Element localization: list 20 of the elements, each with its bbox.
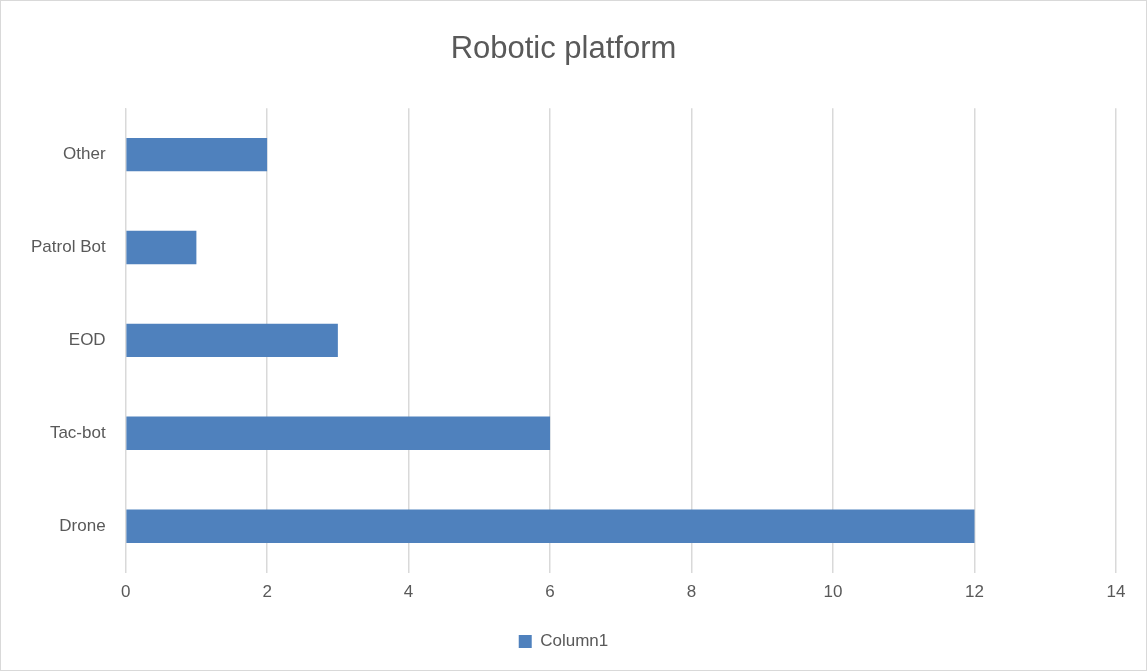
- y-tick-label: Patrol Bot: [30, 237, 106, 257]
- x-tick-label: 12: [965, 582, 984, 602]
- x-tick-label: 8: [686, 582, 697, 602]
- bar: [126, 416, 551, 450]
- x-tick-label: 10: [823, 582, 843, 602]
- bar: [126, 509, 975, 543]
- x-tick-label: 4: [403, 582, 414, 602]
- bar: [126, 230, 197, 265]
- x-tick-label: 2: [262, 582, 272, 602]
- y-tick-label: Tac-bot: [49, 422, 106, 442]
- x-tick-label: 6: [545, 582, 555, 602]
- bar: [126, 137, 268, 172]
- chart-title: Robotic platform: [450, 30, 677, 66]
- x-tick-label: 14: [1106, 582, 1126, 602]
- y-tick-label: Drone: [59, 515, 106, 535]
- y-tick-label: Other: [63, 144, 106, 164]
- x-tick-label: 0: [120, 582, 131, 602]
- bar: [126, 323, 338, 358]
- y-tick-label: EOD: [68, 330, 106, 350]
- legend-label: Column1: [540, 631, 609, 651]
